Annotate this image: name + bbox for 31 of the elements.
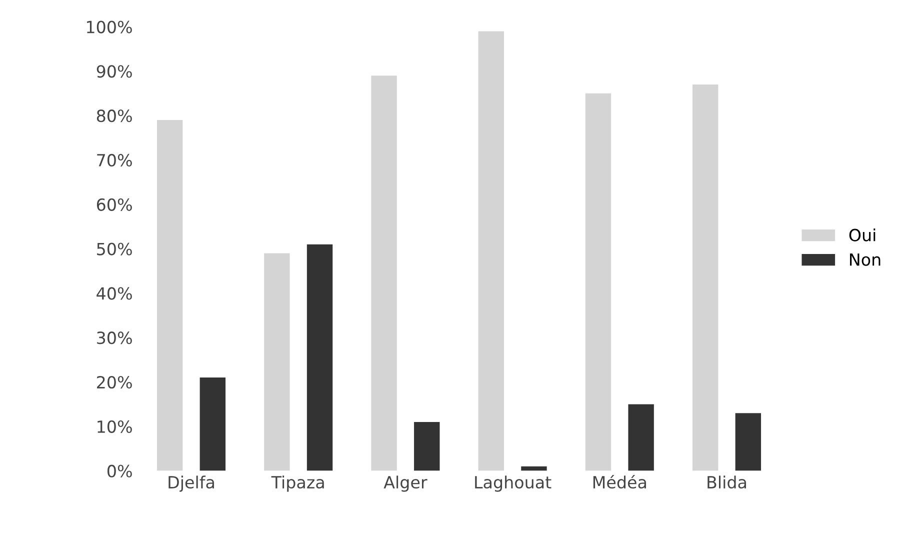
x-tick-label: Médéa — [593, 474, 646, 489]
bar — [371, 76, 397, 471]
y-tick-label: 0% — [108, 464, 132, 478]
bar — [414, 422, 440, 471]
bar — [735, 413, 762, 471]
y-tick-label: 20% — [97, 376, 132, 389]
y-tick-label: 100% — [87, 20, 132, 34]
y-tick-label: 40% — [96, 287, 132, 300]
bar — [628, 404, 654, 471]
legend-label: Non — [850, 253, 880, 266]
y-tick-label: 10% — [98, 420, 132, 433]
bar — [585, 93, 612, 471]
x-tick-label: Laghouat — [475, 476, 552, 492]
x-tick-label: Tipaza — [271, 476, 324, 492]
bar — [692, 84, 718, 471]
y-tick-label: 90% — [96, 65, 132, 78]
y-tick-label: 80% — [96, 110, 132, 122]
y-tick-label: 30% — [97, 332, 132, 344]
x-tick-label: Djelfa — [168, 476, 214, 492]
bar — [306, 244, 333, 471]
bar — [521, 466, 547, 471]
y-tick-label: 70% — [97, 154, 132, 167]
bar — [478, 31, 504, 471]
bar — [264, 253, 290, 471]
bar — [200, 378, 226, 471]
y-tick-label: 50% — [97, 242, 132, 256]
x-tick-label: Blida — [708, 476, 746, 489]
y-tick-label: 60% — [96, 198, 132, 211]
legend-label: Oui — [849, 228, 876, 242]
bar — [156, 120, 183, 471]
x-tick-label: Alger — [384, 476, 428, 492]
